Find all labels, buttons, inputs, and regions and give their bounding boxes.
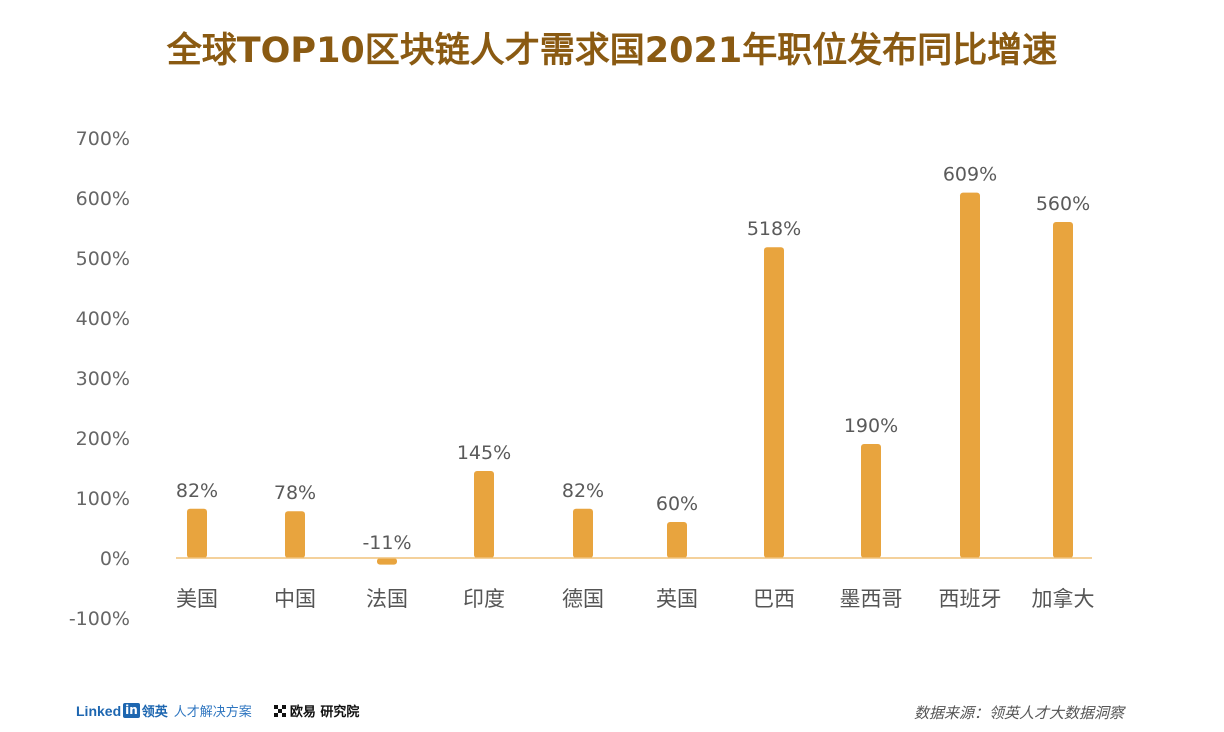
category-label: 英国 (656, 587, 698, 611)
category-label: 中国 (274, 587, 316, 611)
bars (187, 192, 1073, 565)
bar-德国 (573, 508, 593, 558)
bar-中国 (285, 511, 305, 558)
y-tick-label: -100% (69, 608, 130, 630)
category-label: 印度 (463, 587, 505, 611)
bar-印度 (474, 471, 494, 558)
data-labels: 82% 78% -11% 145% 82% 60% 518% 190% 609% 560% (176, 164, 1090, 554)
okx-logo: 欧易 研究院 (273, 701, 360, 720)
okx-label: 欧易 研究院 (289, 705, 360, 720)
bar-法国 (377, 558, 397, 565)
y-tick-label: 500% (76, 248, 130, 270)
linkedin-in-icon: in (123, 703, 140, 718)
data-label: 60% (656, 493, 698, 515)
y-tick-label: 300% (76, 368, 130, 390)
category-label: 西班牙 (939, 587, 1002, 611)
category-label: 墨西哥 (840, 587, 903, 611)
linkedin-logo-text: Linked (76, 702, 122, 719)
data-label: 82% (176, 480, 218, 502)
y-tick-label: 400% (76, 308, 130, 330)
data-label: 82% (562, 480, 604, 502)
linkedin-cn-name: 领英 (141, 705, 168, 720)
data-label: 190% (844, 415, 898, 437)
y-axis-ticks: 700% 600% 500% 400% 300% 200% 100% 0% -100% (69, 128, 130, 630)
y-tick-label: 600% (76, 188, 130, 210)
chart-title: 全球TOP10区块链人才需求国2021年职位发布同比增速 (166, 31, 1058, 71)
category-label: 加拿大 (1032, 587, 1095, 611)
category-label: 法国 (366, 587, 408, 611)
category-label: 德国 (562, 587, 604, 611)
data-source-note: 数据来源：领英人才大数据洞察 (913, 704, 1124, 722)
y-tick-label: 700% (76, 128, 130, 150)
data-label: 145% (457, 442, 511, 464)
data-label: 78% (274, 482, 316, 504)
data-label: 560% (1036, 193, 1090, 215)
data-label: -11% (362, 532, 411, 554)
data-label: 518% (747, 218, 801, 240)
okx-icon (273, 704, 286, 717)
data-label: 609% (943, 164, 997, 186)
bar-美国 (187, 508, 207, 558)
category-label: 巴西 (753, 587, 795, 611)
bar-墨西哥 (861, 444, 881, 558)
footer-logos: Linked in 领英 人才解决方案 欧易 研究院 (76, 701, 360, 721)
y-tick-label: 0% (100, 548, 130, 570)
bar-英国 (667, 522, 687, 558)
category-label: 美国 (176, 587, 218, 611)
bar-chart: 700% 600% 500% 400% 300% 200% 100% 0% -100% 82% 7… (69, 128, 1095, 630)
linkedin-subtitle: 人才解决方案 (173, 705, 252, 720)
bar-巴西 (764, 247, 784, 558)
y-tick-label: 100% (76, 488, 130, 510)
bar-加拿大 (1053, 222, 1073, 558)
y-tick-label: 200% (76, 428, 130, 450)
category-labels: 美国 中国 法国 印度 德国 英国 巴西 墨西哥 西班牙 加拿大 (176, 587, 1095, 611)
bar-西班牙 (960, 192, 980, 558)
